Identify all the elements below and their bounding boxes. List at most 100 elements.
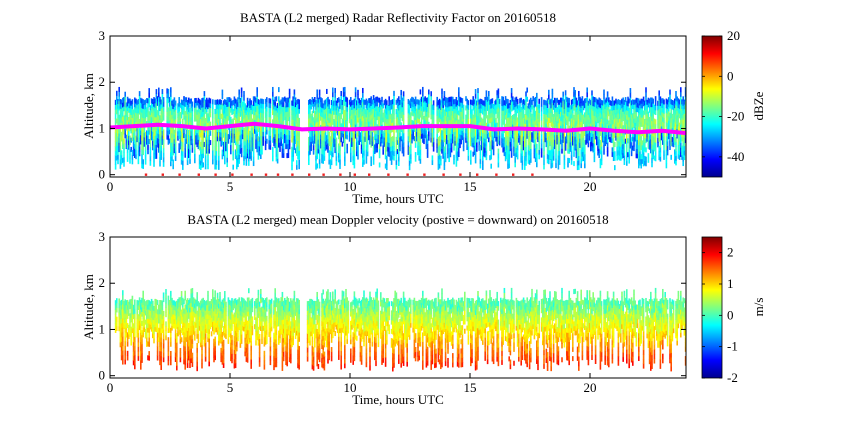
echo-cell — [329, 117, 332, 123]
echo-cell — [123, 152, 125, 158]
echo-cell — [191, 115, 194, 121]
echo-cell — [382, 103, 384, 109]
echo-cell — [573, 87, 575, 93]
echo-cell — [408, 109, 411, 115]
echo-cell — [147, 149, 149, 155]
echo-cell — [548, 149, 550, 155]
echo-cell — [168, 106, 171, 112]
echo-cell — [474, 139, 477, 145]
echo-cell — [220, 99, 222, 105]
echo-cell — [321, 158, 323, 164]
echo-cell — [597, 136, 599, 142]
echo-cell — [422, 114, 424, 120]
echo-cell — [452, 96, 454, 102]
echo-cell — [209, 107, 212, 113]
echo-cell — [486, 115, 489, 121]
echo-cell — [392, 136, 394, 142]
echo-cell — [227, 97, 230, 103]
echo-cell — [570, 122, 573, 128]
echo-cell — [209, 98, 212, 104]
echo-cell — [420, 106, 423, 112]
echo-cell — [122, 97, 124, 103]
echo-cell — [580, 121, 582, 127]
echo-cell — [509, 99, 512, 105]
echo-cell — [323, 128, 326, 134]
echo-cell — [395, 164, 398, 170]
echo-cell — [506, 145, 508, 151]
echo-cell — [425, 116, 428, 122]
echo-cell — [418, 118, 420, 124]
echo-cell — [244, 112, 246, 118]
echo-cell — [593, 106, 596, 112]
echo-cell — [346, 143, 348, 149]
echo-cell — [530, 107, 532, 113]
echo-cell — [346, 129, 348, 135]
echo-cell — [645, 156, 647, 162]
echo-cell — [538, 103, 540, 109]
echo-cell — [326, 112, 328, 118]
echo-cell — [214, 118, 216, 124]
echo-cell — [114, 150, 117, 156]
echo-cell — [528, 99, 531, 105]
echo-cell — [122, 111, 124, 117]
echo-cell — [208, 111, 210, 117]
echo-cell — [338, 106, 340, 112]
echo-cell — [256, 91, 258, 97]
echo-cell — [236, 118, 238, 124]
echo-cell — [368, 130, 370, 136]
echo-cell — [117, 149, 119, 155]
echo-cell — [422, 96, 424, 102]
echo-cell — [646, 122, 648, 128]
echo-cell — [485, 145, 488, 151]
echo-cell — [622, 97, 624, 103]
echo-cell — [573, 151, 575, 157]
echo-cell — [135, 144, 137, 150]
echo-cell — [533, 102, 536, 108]
echo-cell — [562, 96, 564, 102]
echo-cell — [315, 104, 317, 110]
echo-cell — [338, 129, 340, 135]
echo-cell — [606, 100, 609, 106]
echo-cell — [466, 144, 468, 150]
echo-cell — [156, 96, 159, 102]
echo-cell — [149, 105, 152, 111]
echo-cell — [449, 96, 452, 102]
echo-cell — [138, 137, 141, 143]
echo-cell — [444, 134, 447, 140]
echo-cell — [318, 98, 321, 104]
echo-cell — [332, 129, 334, 135]
echo-cell — [114, 118, 117, 124]
echo-cell — [616, 137, 618, 143]
echo-cell — [645, 91, 647, 97]
echo-cell — [381, 96, 383, 102]
echo-cell — [131, 108, 134, 114]
echo-cell — [578, 155, 580, 161]
echo-cell — [240, 147, 243, 153]
echo-cell — [158, 115, 160, 121]
echo-cell — [116, 141, 118, 147]
echo-cell — [276, 158, 279, 164]
echo-cell — [147, 135, 149, 141]
echo-cell — [536, 129, 538, 135]
echo-cell — [650, 106, 652, 112]
echo-cell — [200, 118, 202, 124]
echo-cell — [314, 115, 316, 121]
echo-cell — [399, 136, 401, 143]
echo-cell — [447, 111, 449, 117]
echo-cell — [528, 122, 531, 128]
echo-cell — [436, 133, 438, 139]
echo-cell — [616, 123, 618, 129]
echo-cell — [630, 151, 633, 157]
echo-cell — [155, 107, 158, 113]
echo-cell — [219, 99, 221, 105]
echo-cell — [212, 99, 214, 105]
echo-cell — [591, 108, 593, 114]
echo-cell — [485, 90, 488, 96]
echo-cell — [226, 138, 228, 144]
echo-cell — [245, 109, 248, 115]
echo-cell — [182, 141, 184, 147]
echo-cell — [527, 117, 530, 123]
echo-cell — [375, 115, 377, 121]
echo-cell — [292, 151, 294, 157]
echo-cell — [568, 130, 570, 136]
